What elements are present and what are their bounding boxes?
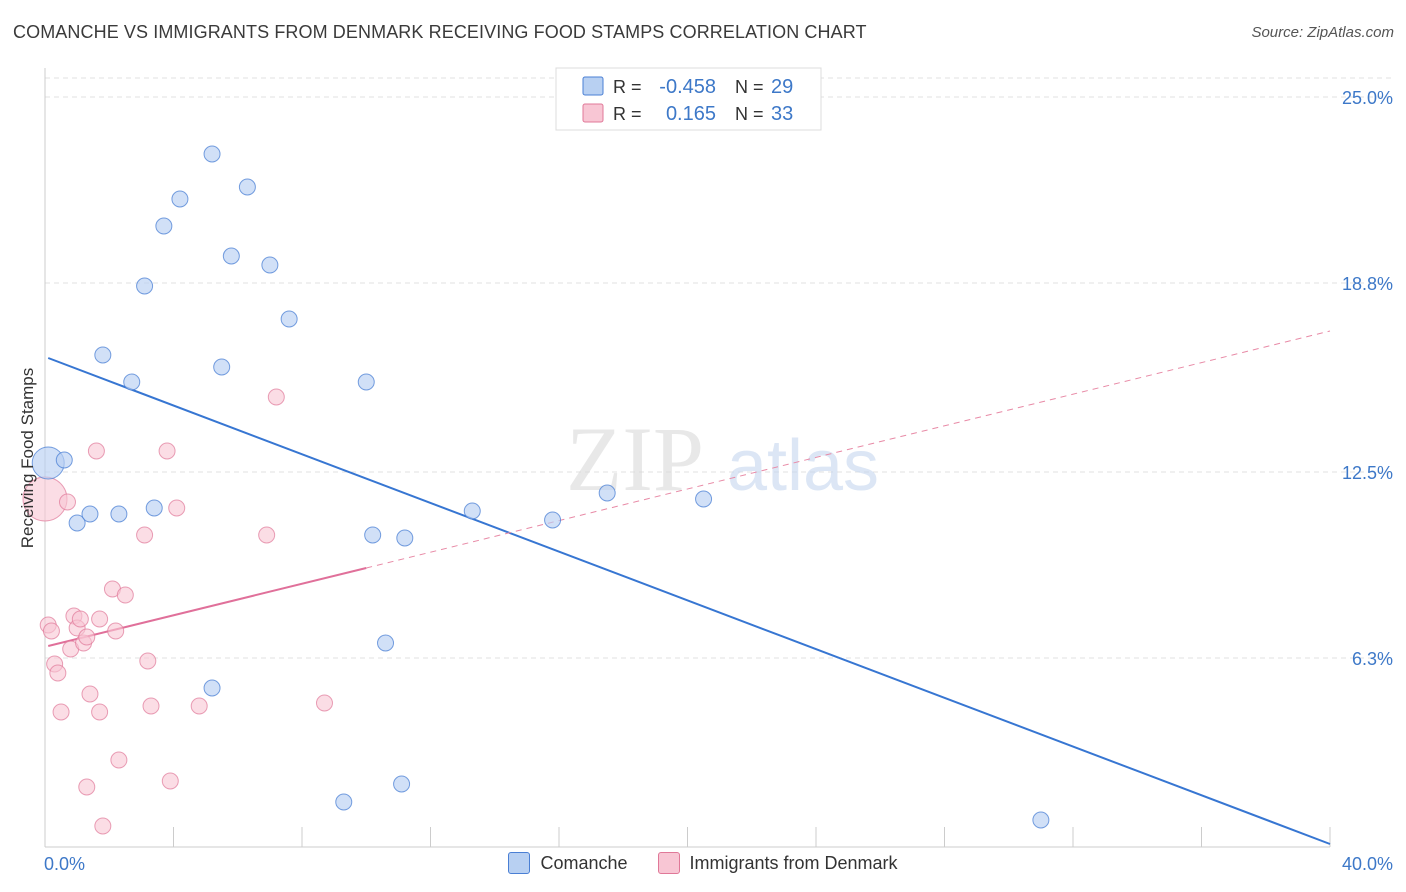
comanche-point: [598, 484, 616, 502]
denmark-point: [81, 685, 99, 703]
comanche-point: [68, 514, 86, 532]
comanche-point: [364, 526, 382, 544]
denmark-trend-line: [47, 567, 367, 647]
comanche-point: [123, 373, 141, 391]
watermark: ZIP atlas: [566, 408, 879, 510]
series-legend: Comanche Immigrants from Denmark: [0, 852, 1406, 874]
y-tick-label: 25.0%: [1342, 88, 1393, 108]
denmark-point: [116, 586, 134, 604]
legend-label-denmark: Immigrants from Denmark: [689, 852, 898, 873]
stat-r-label-2: R =: [613, 104, 642, 124]
denmark-point: [52, 703, 70, 721]
comanche-point: [396, 529, 414, 547]
denmark-point: [158, 442, 176, 460]
denmark-point: [110, 751, 128, 769]
y-axis-label: Receiving Food Stamps: [18, 367, 37, 549]
comanche-trend-line: [47, 357, 1331, 845]
grid: [45, 77, 1395, 659]
watermark-atlas: atlas: [727, 426, 879, 506]
source-credit: Source: ZipAtlas.com: [1251, 24, 1394, 41]
denmark-point: [94, 817, 112, 835]
legend-swatch-comanche: [508, 852, 531, 874]
stat-n-value-2: 33: [771, 103, 793, 125]
comanche-point: [145, 499, 163, 517]
comanche-point: [136, 277, 154, 295]
stat-r-value-2: 0.165: [666, 103, 716, 125]
denmark-point: [91, 610, 109, 628]
comanche-point: [203, 145, 221, 163]
denmark-point: [71, 610, 89, 628]
y-tick-label: 6.3%: [1352, 649, 1393, 669]
tick-labels: 25.0% 18.8% 12.5% 6.3% 0.0% 40.0%: [44, 88, 1393, 874]
chart-title: COMANCHE VS IMMIGRANTS FROM DENMARK RECE…: [13, 22, 867, 42]
denmark-point: [168, 499, 186, 517]
legend-swatch-denmark: [657, 852, 680, 874]
denmark-point: [258, 526, 276, 544]
denmark-point: [142, 697, 160, 715]
denmark-point: [139, 652, 157, 670]
comanche-point: [335, 793, 353, 811]
y-tick-label: 12.5%: [1342, 463, 1393, 483]
denmark-point: [267, 388, 285, 406]
x-tick-label: 0.0%: [44, 854, 85, 874]
watermark-zip: ZIP: [566, 408, 704, 510]
denmark-trend-line-extended: [366, 330, 1331, 569]
denmark-point: [315, 694, 333, 712]
denmark-point: [136, 526, 154, 544]
comanche-point: [81, 505, 99, 523]
denmark-point: [42, 622, 60, 640]
stats-legend: R = -0.458 N = 29 R = 0.165 N = 33: [555, 67, 822, 131]
denmark-point: [78, 628, 96, 646]
comanche-swatch: [582, 76, 604, 96]
comanche-point: [1032, 811, 1050, 829]
denmark-point: [161, 772, 179, 790]
comanche-point: [222, 247, 240, 265]
trend-lines: [47, 330, 1331, 845]
denmark-point: [78, 778, 96, 796]
comanche-point: [377, 634, 395, 652]
comanche-point: [357, 373, 375, 391]
legend-item-comanche[interactable]: Comanche: [508, 852, 628, 874]
comanche-point: [544, 511, 562, 529]
stat-r-value-1: -0.458: [659, 76, 716, 98]
data-points: [22, 145, 1050, 835]
comanche-point: [155, 217, 173, 235]
comanche-point: [213, 358, 231, 376]
comanche-point: [695, 490, 713, 508]
comanche-point: [463, 502, 481, 520]
y-tick-label: 18.8%: [1342, 274, 1393, 294]
denmark-point: [87, 442, 105, 460]
comanche-point: [110, 505, 128, 523]
legend-item-denmark[interactable]: Immigrants from Denmark: [657, 852, 898, 874]
stat-n-label-2: N =: [735, 104, 764, 124]
denmark-swatch: [582, 103, 604, 123]
comanche-point: [94, 346, 112, 364]
denmark-point: [107, 622, 125, 640]
denmark-point: [58, 493, 76, 511]
stat-r-label-1: R =: [613, 77, 642, 97]
denmark-point: [190, 697, 208, 715]
stat-n-value-1: 29: [771, 76, 793, 98]
comanche-point: [203, 679, 221, 697]
legend-label-comanche: Comanche: [540, 852, 628, 873]
comanche-point: [393, 775, 411, 793]
comanche-point: [55, 451, 73, 469]
comanche-point: [280, 310, 298, 328]
comanche-point: [238, 178, 256, 196]
comanche-point: [261, 256, 279, 274]
x-tick-label: 40.0%: [1342, 854, 1393, 874]
stat-n-label-1: N =: [735, 77, 764, 97]
denmark-point: [91, 703, 109, 721]
denmark-point: [49, 664, 67, 682]
comanche-point: [171, 190, 189, 208]
